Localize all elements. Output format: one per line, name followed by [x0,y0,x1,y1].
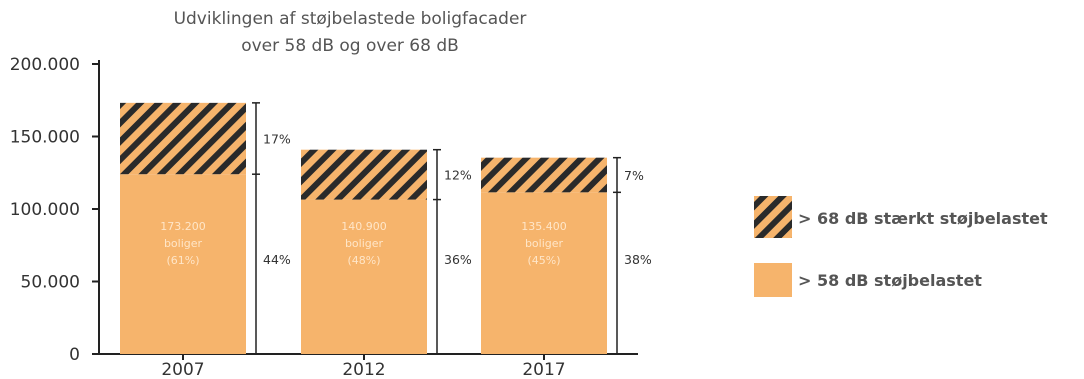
bar-base-2012 [301,199,427,354]
bar-hatched-2007 [120,102,246,175]
bar-base-2007 [120,174,246,354]
lower-percent-label: 36% [444,252,472,267]
legend-swatch-solid [754,263,792,297]
bar-hatched-2012 [301,149,427,200]
bar-inner-label: 140.900 [341,220,387,233]
bar-base-2017 [481,192,607,354]
chart-title-line-1: Udviklingen af støjbelastede boligfacade… [174,9,527,29]
bar-inner-label: (45%) [527,254,560,267]
bar-inner-label: (61%) [166,254,199,267]
chart-title-line-2: over 58 dB og over 68 dB [241,36,459,56]
y-tick-label: 0 [69,345,80,365]
y-tick-label: 50.000 [21,273,80,293]
x-tick-label: 2017 [522,360,565,379]
lower-percent-label: 44% [263,252,291,267]
y-tick-label: 150.000 [10,128,80,148]
legend-label-solid: > 58 dB støjbelastet [798,271,982,290]
y-tick-label: 100.000 [10,200,80,220]
bar-inner-label: 135.400 [521,220,567,233]
legend: > 68 dB stærkt støjbelastet > 58 dB støj… [754,196,1048,297]
x-tick-label: 2012 [342,360,385,379]
bar-inner-label: boliger [525,237,564,250]
upper-percent-label: 12% [444,168,472,183]
bar-inner-label: boliger [345,237,384,250]
upper-percent-label: 7% [624,168,644,183]
bar-inner-label: 173.200 [160,220,206,233]
bar-hatched-2017 [481,157,607,193]
upper-percent-label: 17% [263,132,291,147]
y-ticks: 0 50.000 100.000 150.000 200.000 [10,55,99,365]
x-tick-label: 2007 [161,360,204,379]
bar-inner-label: (48%) [347,254,380,267]
bars: 173.200 boliger (61%) 17% 44% 2007 140.900 boli… [120,102,652,379]
y-tick-label: 200.000 [10,55,80,75]
lower-percent-label: 38% [624,252,652,267]
legend-swatch-hatched [754,196,792,238]
bar-inner-label: boliger [164,237,203,250]
legend-label-hatched: > 68 dB stærkt støjbelastet [798,209,1048,228]
